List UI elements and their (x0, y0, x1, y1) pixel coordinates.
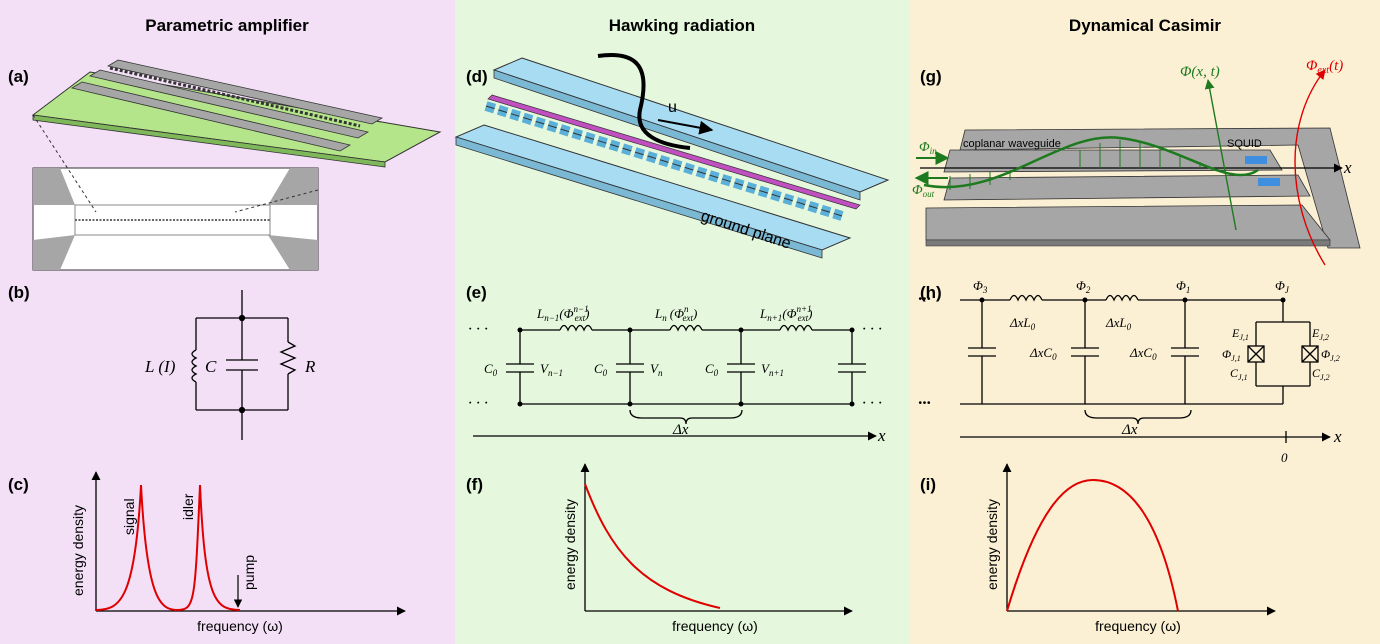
h-phi2: Φ2 (1076, 278, 1091, 295)
g-x: x (1343, 158, 1352, 177)
h-dxL0-1: ΔxL0 (1009, 315, 1036, 332)
c-xlabel: frequency (ω) (197, 618, 283, 634)
h-PJ1: ΦJ,1 (1222, 347, 1241, 363)
i-ylabel: energy density (984, 499, 1000, 590)
e-V-mid: Vn (650, 361, 663, 378)
h-phi1: Φ1 (1176, 278, 1190, 295)
label-f: (f) (466, 475, 483, 494)
title-casimir: Dynamical Casimir (1069, 16, 1222, 35)
panel-a-chip (31, 59, 442, 271)
e-cap-4 (838, 330, 866, 404)
g-phi-xt: Φ(x, t) (1180, 64, 1220, 80)
g-phi-in: Φin (919, 140, 937, 156)
c-idler-label: idler (180, 493, 196, 520)
title-parametric: Parametric amplifier (145, 16, 309, 35)
e-cap-2 (616, 330, 644, 404)
g-cpw-label: coplanar waveguide (963, 138, 1061, 150)
panel-d-chip (454, 53, 890, 259)
c-ylabel: energy density (70, 505, 86, 596)
e-nodes (517, 327, 855, 407)
panel-c-plot (91, 471, 406, 616)
e-cap-1 (506, 330, 534, 404)
h-cap-2 (1071, 300, 1099, 404)
h-dots-bottom: ··· (918, 393, 931, 412)
e-dots-br: · · · (862, 395, 882, 412)
h-EJ2: EJ,2 (1311, 326, 1329, 342)
e-cap-3 (727, 330, 755, 404)
h-CJ2: CJ,2 (1312, 366, 1330, 382)
e-dots-bl: · · · (468, 395, 488, 412)
h-PJ2: ΦJ,2 (1321, 347, 1340, 363)
panel-b-circuit (191, 290, 297, 440)
f-ylabel: energy density (562, 499, 578, 590)
e-dots-tl: · · · (468, 321, 488, 338)
label-h: (h) (920, 283, 942, 302)
e-L-right: Ln+1(Φn+1 ext) (759, 304, 812, 323)
label-d: (d) (466, 67, 488, 86)
g-phi-out: Φout (912, 183, 935, 199)
panel-i-plot (1002, 463, 1276, 616)
panel-f-plot (580, 463, 853, 616)
c-signal-label: signal (121, 498, 137, 535)
h-cap-1 (1171, 300, 1199, 404)
e-x: x (877, 426, 886, 445)
title-hawking: Hawking radiation (609, 16, 755, 35)
h-zero: 0 (1281, 450, 1288, 465)
h-cap-3 (968, 300, 996, 404)
e-V-left: Vn−1 (540, 361, 563, 378)
h-dots-top: ··· (918, 289, 931, 308)
i-hump-curve (1006, 478, 1179, 612)
e-C0-1: C0 (484, 361, 498, 378)
label-a: (a) (8, 67, 29, 86)
i-xlabel: frequency (ω) (1095, 618, 1181, 634)
e-L-mid: Ln (Φn ext) (654, 304, 697, 323)
e-dx: Δx (672, 422, 689, 438)
f-decay-curve (584, 483, 721, 609)
h-dxL0-2: ΔxL0 (1105, 315, 1132, 332)
h-squid (1247, 300, 1319, 404)
h-dxC0-1: ΔxC0 (1129, 345, 1157, 362)
h-nodes (979, 297, 1286, 303)
f-xlabel: frequency (ω) (672, 618, 758, 634)
label-g: (g) (920, 67, 942, 86)
c-spectrum-curve (95, 484, 241, 612)
c-pump-label: pump (241, 555, 257, 590)
panel-g-chip (914, 69, 1361, 266)
e-C0-3: C0 (705, 361, 719, 378)
panel-e-circuit (473, 324, 877, 441)
e-V-right: Vn+1 (761, 361, 784, 378)
b-res-label: R (304, 357, 316, 376)
label-c: (c) (8, 475, 29, 494)
e-dots-tr: · · · (862, 321, 882, 338)
label-b: (b) (8, 283, 30, 302)
label-e: (e) (466, 283, 487, 302)
h-EJ1: EJ,1 (1231, 326, 1249, 342)
b-inductor-label: L (I) (144, 357, 176, 376)
d-u-label: u (668, 99, 677, 116)
h-CJ1: CJ,1 (1230, 366, 1248, 382)
g-phi-ext: Φext(t) (1306, 58, 1343, 76)
h-dxC0-2: ΔxC0 (1029, 345, 1057, 362)
g-squid-label: SQUID (1227, 138, 1262, 150)
panel-h-circuit (960, 294, 1331, 443)
h-x: x (1333, 427, 1342, 446)
label-i: (i) (920, 475, 936, 494)
e-C0-2: C0 (594, 361, 608, 378)
h-phiJ: ΦJ (1275, 278, 1290, 295)
h-phi3: Φ3 (973, 278, 988, 295)
b-cap-label: C (205, 357, 217, 376)
e-L-left: Ln−1(Φn−1 ext) (536, 304, 589, 323)
h-dx: Δx (1121, 422, 1138, 438)
